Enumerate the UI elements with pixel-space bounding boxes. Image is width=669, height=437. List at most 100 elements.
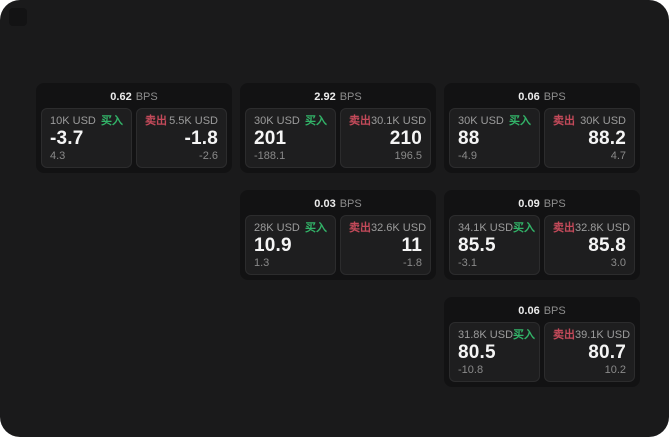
card-header: 0.06 BPS — [444, 83, 640, 108]
sell-sub-value: 4.7 — [610, 150, 626, 162]
bps-value: 0.09 — [518, 198, 540, 210]
buy-quote-panel[interactable]: 30K USD 买入 88 -4.9 — [449, 108, 540, 168]
bps-value: 0.06 — [518, 305, 540, 317]
quote-card: 0.06 BPS 30K USD 买入 88 -4.9 卖出 30K USD 8… — [444, 83, 640, 173]
sell-size-label: 32.6K USD — [371, 222, 427, 234]
quote-card: 2.92 BPS 30K USD 买入 201 -188.1 卖出 30.1K … — [240, 83, 436, 173]
buy-price-value: 201 — [254, 128, 287, 149]
quote-panels: 31.8K USD 买入 80.5 -10.8 卖出 39.1K USD 80.… — [444, 322, 640, 387]
sell-panel-header: 卖出 5.5K USD — [145, 115, 218, 127]
sell-price-value: 210 — [389, 128, 422, 149]
sell-quote-panel[interactable]: 卖出 30.1K USD 210 196.5 — [340, 108, 431, 168]
sell-side-label: 卖出 — [145, 115, 167, 127]
buy-panel-header: 30K USD 买入 — [254, 115, 327, 127]
buy-quote-panel[interactable]: 30K USD 买入 201 -188.1 — [245, 108, 336, 168]
card-header: 0.62 BPS — [36, 83, 232, 108]
bps-unit-label: BPS — [135, 91, 158, 103]
sell-price-value: 80.7 — [588, 342, 626, 363]
buy-price-value: 85.5 — [458, 235, 496, 256]
sell-size-label: 39.1K USD — [575, 329, 631, 341]
buy-sub-value: 1.3 — [254, 257, 270, 269]
bps-value: 0.06 — [518, 91, 540, 103]
quote-panels: 30K USD 买入 201 -188.1 卖出 30.1K USD 210 1… — [240, 108, 436, 173]
sell-side-label: 卖出 — [349, 115, 371, 127]
buy-side-label: 买入 — [305, 115, 327, 127]
buy-side-label: 买入 — [513, 222, 536, 234]
buy-sub-value: -10.8 — [458, 364, 484, 376]
quote-panels: 34.1K USD 买入 85.5 -3.1 卖出 32.8K USD 85.8… — [444, 215, 640, 280]
sell-sub-value: -1.8 — [403, 257, 422, 269]
buy-side-label: 买入 — [305, 222, 327, 234]
sell-size-label: 30K USD — [580, 115, 626, 127]
buy-side-label: 买入 — [101, 115, 123, 127]
sell-price-value: 88.2 — [588, 128, 626, 149]
buy-size-label: 30K USD — [458, 115, 504, 127]
sell-sub-value: -2.6 — [199, 150, 218, 162]
card-header: 0.03 BPS — [240, 190, 436, 215]
sell-price-value: 85.8 — [588, 235, 626, 256]
sell-sub-value: 196.5 — [394, 150, 422, 162]
quote-panels: 30K USD 买入 88 -4.9 卖出 30K USD 88.2 4.7 — [444, 108, 640, 173]
card-header: 2.92 BPS — [240, 83, 436, 108]
sell-quote-panel[interactable]: 卖出 32.8K USD 85.8 3.0 — [544, 215, 635, 275]
sell-panel-header: 卖出 32.6K USD — [349, 222, 426, 234]
buy-panel-header: 30K USD 买入 — [458, 115, 531, 127]
quote-column-1: 0.62 BPS 10K USD 买入 -3.7 4.3 卖出 5.5K USD… — [36, 83, 232, 173]
buy-side-label: 买入 — [509, 115, 531, 127]
buy-price-value: -3.7 — [50, 128, 84, 149]
buy-sub-value: -4.9 — [458, 150, 477, 162]
quote-card: 0.03 BPS 28K USD 买入 10.9 1.3 卖出 32.6K US… — [240, 190, 436, 280]
sell-quote-panel[interactable]: 卖出 32.6K USD 11 -1.8 — [340, 215, 431, 275]
buy-sub-value: -188.1 — [254, 150, 286, 162]
sell-side-label: 卖出 — [349, 222, 371, 234]
buy-price-value: 10.9 — [254, 235, 292, 256]
sell-price-value: -1.8 — [184, 128, 218, 149]
bps-unit-label: BPS — [543, 91, 566, 103]
sell-size-label: 5.5K USD — [169, 115, 218, 127]
buy-price-value: 80.5 — [458, 342, 496, 363]
bps-unit-label: BPS — [339, 91, 362, 103]
sell-side-label: 卖出 — [553, 329, 575, 341]
sell-panel-header: 卖出 30K USD — [553, 115, 626, 127]
card-header: 0.09 BPS — [444, 190, 640, 215]
buy-panel-header: 10K USD 买入 — [50, 115, 123, 127]
quote-panels: 28K USD 买入 10.9 1.3 卖出 32.6K USD 11 -1.8 — [240, 215, 436, 280]
buy-sub-value: -3.1 — [458, 257, 477, 269]
buy-quote-panel[interactable]: 10K USD 买入 -3.7 4.3 — [41, 108, 132, 168]
sell-quote-panel[interactable]: 卖出 30K USD 88.2 4.7 — [544, 108, 635, 168]
sell-quote-panel[interactable]: 卖出 5.5K USD -1.8 -2.6 — [136, 108, 227, 168]
buy-price-value: 88 — [458, 128, 480, 149]
buy-side-label: 买入 — [513, 329, 536, 341]
buy-size-label: 31.8K USD — [458, 329, 514, 341]
quote-column-3: 0.06 BPS 30K USD 买入 88 -4.9 卖出 30K USD 8… — [444, 83, 640, 387]
sell-side-label: 卖出 — [553, 222, 575, 234]
bps-unit-label: BPS — [543, 305, 566, 317]
sell-panel-header: 卖出 39.1K USD — [553, 329, 630, 341]
bps-value: 0.03 — [314, 198, 336, 210]
sell-quote-panel[interactable]: 卖出 39.1K USD 80.7 10.2 — [544, 322, 635, 382]
sell-panel-header: 卖出 30.1K USD — [349, 115, 426, 127]
quote-panels: 10K USD 买入 -3.7 4.3 卖出 5.5K USD -1.8 -2.… — [36, 108, 232, 173]
buy-panel-header: 34.1K USD 买入 — [458, 222, 535, 234]
bps-value: 2.92 — [314, 91, 336, 103]
card-header: 0.06 BPS — [444, 297, 640, 322]
bps-value: 0.62 — [110, 91, 132, 103]
sell-panel-header: 卖出 32.8K USD — [553, 222, 630, 234]
quote-card: 0.09 BPS 34.1K USD 买入 85.5 -3.1 卖出 32.8K… — [444, 190, 640, 280]
sell-sub-value: 3.0 — [610, 257, 626, 269]
sell-size-label: 30.1K USD — [371, 115, 427, 127]
buy-size-label: 28K USD — [254, 222, 300, 234]
buy-size-label: 34.1K USD — [458, 222, 514, 234]
buy-quote-panel[interactable]: 31.8K USD 买入 80.5 -10.8 — [449, 322, 540, 382]
bps-unit-label: BPS — [339, 198, 362, 210]
sell-side-label: 卖出 — [553, 115, 575, 127]
app-icon — [9, 8, 27, 26]
buy-quote-panel[interactable]: 34.1K USD 买入 85.5 -3.1 — [449, 215, 540, 275]
bps-unit-label: BPS — [543, 198, 566, 210]
buy-quote-panel[interactable]: 28K USD 买入 10.9 1.3 — [245, 215, 336, 275]
sell-price-value: 11 — [401, 235, 422, 256]
buy-panel-header: 31.8K USD 买入 — [458, 329, 535, 341]
sell-sub-value: 10.2 — [604, 364, 626, 376]
buy-panel-header: 28K USD 买入 — [254, 222, 327, 234]
